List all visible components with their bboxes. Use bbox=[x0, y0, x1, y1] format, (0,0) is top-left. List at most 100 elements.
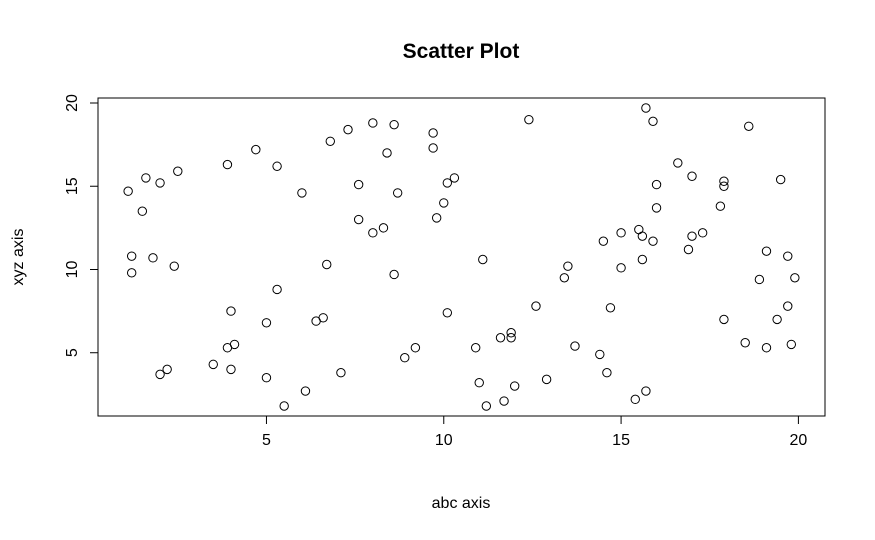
data-point bbox=[637, 254, 648, 265]
data-point bbox=[353, 214, 364, 225]
data-point bbox=[155, 178, 165, 188]
data-point bbox=[318, 313, 328, 323]
data-point bbox=[683, 244, 694, 255]
data-point bbox=[651, 179, 662, 190]
data-point bbox=[229, 339, 240, 350]
data-point bbox=[602, 368, 612, 378]
data-point bbox=[126, 268, 137, 278]
x-axis: 5 10 15 20 bbox=[262, 416, 807, 449]
data-point bbox=[761, 343, 772, 353]
data-point bbox=[226, 306, 236, 316]
data-point bbox=[279, 401, 289, 411]
data-point bbox=[336, 368, 346, 378]
y-tick-label: 5 bbox=[64, 348, 81, 357]
data-point bbox=[272, 284, 282, 295]
data-point bbox=[744, 121, 754, 132]
data-point bbox=[719, 176, 729, 186]
data-point bbox=[783, 301, 793, 311]
data-point bbox=[506, 333, 516, 343]
data-point bbox=[524, 114, 534, 125]
data-point bbox=[697, 228, 708, 238]
data-point bbox=[353, 179, 364, 190]
data-point bbox=[442, 308, 453, 318]
data-point bbox=[148, 253, 158, 263]
data-point bbox=[226, 364, 236, 375]
data-point bbox=[616, 263, 626, 273]
data-point bbox=[173, 166, 183, 176]
data-point bbox=[595, 349, 605, 360]
data-point bbox=[673, 158, 683, 168]
data-point bbox=[719, 314, 729, 325]
data-point bbox=[637, 231, 648, 241]
data-point bbox=[481, 401, 492, 411]
data-point bbox=[783, 251, 793, 261]
y-tick-label: 15 bbox=[64, 177, 81, 195]
data-point bbox=[651, 203, 662, 213]
data-point bbox=[400, 353, 410, 363]
data-point bbox=[499, 396, 509, 406]
y-axis-label: xyz axis bbox=[10, 229, 27, 286]
data-point bbox=[272, 161, 282, 171]
plot-frame bbox=[97, 97, 826, 417]
data-point bbox=[297, 188, 307, 198]
data-point bbox=[378, 223, 389, 233]
data-point bbox=[222, 159, 233, 170]
data-point bbox=[137, 206, 148, 216]
data-point bbox=[382, 148, 392, 158]
data-point bbox=[772, 314, 782, 325]
data-point bbox=[392, 188, 403, 198]
data-point bbox=[719, 181, 729, 191]
data-point bbox=[261, 373, 272, 383]
data-points bbox=[123, 103, 800, 411]
data-point bbox=[531, 301, 541, 311]
data-point bbox=[169, 261, 179, 271]
x-axis-label: abc axis bbox=[432, 495, 491, 512]
data-point bbox=[761, 246, 772, 256]
data-point bbox=[687, 171, 697, 181]
data-point bbox=[368, 228, 378, 238]
data-point bbox=[641, 386, 651, 396]
data-point bbox=[368, 118, 378, 128]
data-point bbox=[343, 124, 353, 135]
data-point bbox=[410, 343, 421, 353]
data-point bbox=[141, 173, 151, 183]
data-point bbox=[428, 143, 438, 153]
data-point bbox=[616, 228, 626, 238]
x-tick-label: 5 bbox=[262, 432, 271, 449]
data-point bbox=[641, 103, 651, 113]
data-point bbox=[563, 261, 573, 271]
data-point bbox=[648, 116, 658, 127]
data-point bbox=[509, 381, 520, 391]
data-point bbox=[389, 119, 399, 130]
x-tick-label: 20 bbox=[790, 432, 808, 449]
data-point bbox=[251, 144, 261, 155]
data-point bbox=[428, 128, 438, 138]
data-point bbox=[687, 231, 697, 241]
data-point bbox=[570, 341, 580, 351]
data-point bbox=[605, 303, 616, 313]
data-point bbox=[208, 359, 218, 370]
data-point bbox=[495, 333, 506, 343]
x-tick-label: 15 bbox=[612, 432, 630, 449]
data-point bbox=[754, 274, 765, 285]
data-point bbox=[790, 273, 800, 283]
data-point bbox=[478, 254, 488, 265]
y-tick-label: 20 bbox=[64, 94, 81, 112]
data-point bbox=[740, 338, 750, 348]
data-point bbox=[648, 236, 658, 246]
data-point bbox=[442, 178, 453, 188]
data-point bbox=[123, 186, 133, 196]
data-point bbox=[715, 201, 726, 211]
data-point bbox=[775, 174, 786, 185]
data-point bbox=[474, 378, 484, 388]
data-point bbox=[786, 339, 797, 350]
data-point bbox=[325, 136, 335, 146]
y-axis: 5 10 15 20 bbox=[64, 94, 98, 357]
chart-title: Scatter Plot bbox=[403, 40, 520, 63]
data-point bbox=[300, 386, 311, 396]
data-point bbox=[506, 328, 516, 338]
data-point bbox=[389, 269, 399, 280]
data-point bbox=[541, 374, 552, 385]
data-point bbox=[126, 251, 137, 261]
